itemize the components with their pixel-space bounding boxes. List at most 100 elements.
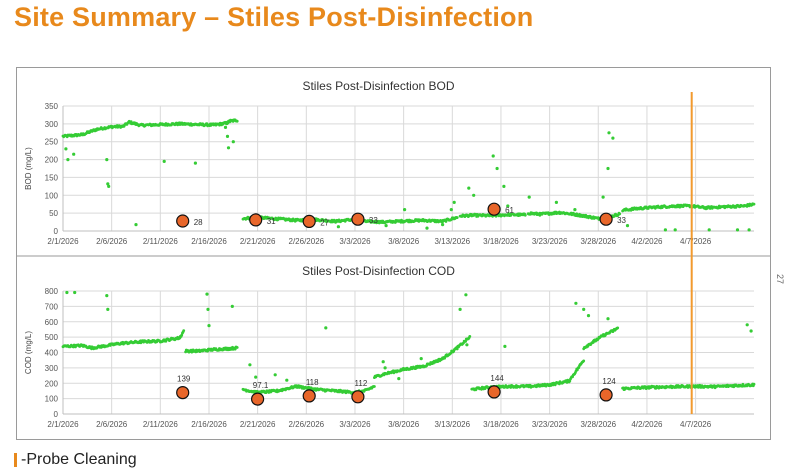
cod-sensor-point <box>616 326 620 330</box>
bod-xtick-label: 3/13/2026 <box>434 237 470 246</box>
cod-ytick-label: 300 <box>45 364 59 373</box>
cod-outlier-point <box>324 326 328 330</box>
cod-ytick-label: 700 <box>45 302 59 311</box>
cod-outlier-point <box>248 363 252 367</box>
bod-ylabel: BOD (mg/L) <box>24 147 33 190</box>
bod-sensor-point <box>523 213 527 217</box>
bod-lab-label: 31 <box>267 217 276 226</box>
cod-outlier-point <box>65 290 69 295</box>
cod-outlier-point <box>383 366 387 370</box>
cod-ytick-label: 600 <box>45 318 59 327</box>
cod-lab-marker <box>487 385 501 399</box>
bod-outlier-point <box>449 208 453 212</box>
cod-xtick-label: 3/28/2026 <box>580 420 616 429</box>
cod-lab-label: 124 <box>602 377 616 386</box>
cod-outliers <box>65 290 753 382</box>
bod-outlier-point <box>663 228 668 232</box>
bod-outlier-point <box>106 182 110 186</box>
bod-ytick-label: 200 <box>45 156 59 165</box>
bod-outlier-point <box>673 228 677 232</box>
cod-xtick-label: 4/7/2026 <box>680 420 712 429</box>
bod-lab-label: 33 <box>369 216 378 225</box>
bod-outlier-point <box>72 152 76 156</box>
cod-outlier-point <box>106 307 110 311</box>
bod-sensor-point <box>752 202 756 206</box>
cod-sensor-segment <box>621 382 756 391</box>
bod-lab-marker <box>302 214 316 228</box>
legend: -Probe Cleaning <box>14 450 137 470</box>
cod-xtick-label: 3/23/2026 <box>532 420 568 429</box>
bod-outlier-point <box>403 208 407 212</box>
bod-sensor-segment <box>363 216 459 225</box>
cod-ylabel: COD (mg/L) <box>24 331 33 374</box>
cod-sensor-point <box>182 329 186 332</box>
bod-outlier-point <box>625 224 630 228</box>
bod-outlier-point <box>472 193 476 197</box>
bod-ytick-label: 100 <box>45 191 59 200</box>
cod-xtick-label: 3/13/2026 <box>434 420 470 429</box>
bod-outlier-point <box>506 204 510 208</box>
cod-chart: Stiles Post-Disinfection COD 0 100 200 300 40… <box>24 264 756 429</box>
cod-sensor-segment <box>373 335 472 379</box>
page-title: Site Summary – Stiles Post-Disinfection <box>14 2 534 32</box>
bod-sensor-point <box>444 220 448 223</box>
cod-outlier-point <box>205 292 209 296</box>
bod-outlier-point <box>527 195 531 199</box>
bod-outlier-point <box>107 184 111 188</box>
cod-xtick-label: 2/16/2026 <box>191 420 227 429</box>
cod-outlier-point <box>606 317 610 321</box>
bod-ytick-label: 250 <box>45 138 59 147</box>
cod-outlier-point <box>273 373 277 377</box>
bod-lab-marker <box>176 214 190 228</box>
cod-ytick-label: 800 <box>45 287 59 296</box>
legend-label: -Probe Cleaning <box>21 451 137 468</box>
bod-lab-marker <box>487 202 501 216</box>
bod-xtick-label: 3/23/2026 <box>532 237 568 246</box>
bod-ytick-label: 0 <box>54 227 59 236</box>
bod-xtick-label: 2/1/2026 <box>47 237 79 246</box>
bod-outlier-point <box>441 223 445 227</box>
cod-lab-marker <box>176 386 190 400</box>
bod-title: Stiles Post-Disinfection BOD <box>302 79 454 93</box>
bod-outlier-point <box>747 228 751 232</box>
bod-lab-label: 27 <box>320 218 329 227</box>
bod-lab-marker <box>599 212 613 226</box>
cod-sensor-segment <box>241 384 376 395</box>
bod-xtick-label: 3/18/2026 <box>483 237 519 246</box>
bod-lab-marker <box>249 213 263 227</box>
cod-sensor-segment <box>582 326 620 351</box>
bod-ytick-label: 50 <box>49 209 58 218</box>
bod-xtick-label: 2/16/2026 <box>191 237 227 246</box>
bod-xtick-label: 4/2/2026 <box>631 237 663 246</box>
edge-mark: 27 <box>775 273 786 285</box>
bod-outlier-point <box>606 166 610 171</box>
bod-ytick-label: 150 <box>45 173 59 182</box>
cod-sensor-point <box>233 347 237 351</box>
bod-xtick-label: 3/8/2026 <box>388 237 420 246</box>
cod-sensor-point <box>752 382 756 386</box>
bod-sensor-segment <box>241 215 357 224</box>
cod-outlier-point <box>230 304 234 308</box>
cod-ytick-label: 500 <box>45 333 59 342</box>
cod-sensor-segment <box>61 329 186 351</box>
bod-xtick-label: 3/28/2026 <box>580 237 616 246</box>
bod-outlier-point <box>193 161 197 165</box>
bod-lab-label: 33 <box>617 216 626 225</box>
cod-outlier-point <box>397 377 401 381</box>
bod-outlier-point <box>162 159 166 163</box>
bod-xtick-label: 4/7/2026 <box>680 237 712 246</box>
cod-outlier-point <box>207 324 211 328</box>
cod-outlier-point <box>73 290 77 295</box>
cod-sensor-point <box>468 335 472 338</box>
bod-outlier-point <box>105 158 109 162</box>
cod-lab-marker <box>302 389 316 403</box>
bod-outlier-point <box>223 125 228 129</box>
bod-outlier-point <box>491 154 495 158</box>
cod-outlier-point <box>105 294 109 298</box>
cod-outlier-point <box>254 375 258 379</box>
bod-outlier-point <box>336 225 340 229</box>
cod-lab-label: 97.1 <box>253 381 269 390</box>
bod-xtick-label: 2/11/2026 <box>143 237 179 246</box>
bod-outlier-point <box>134 223 138 227</box>
bod-outlier-point <box>225 134 230 138</box>
